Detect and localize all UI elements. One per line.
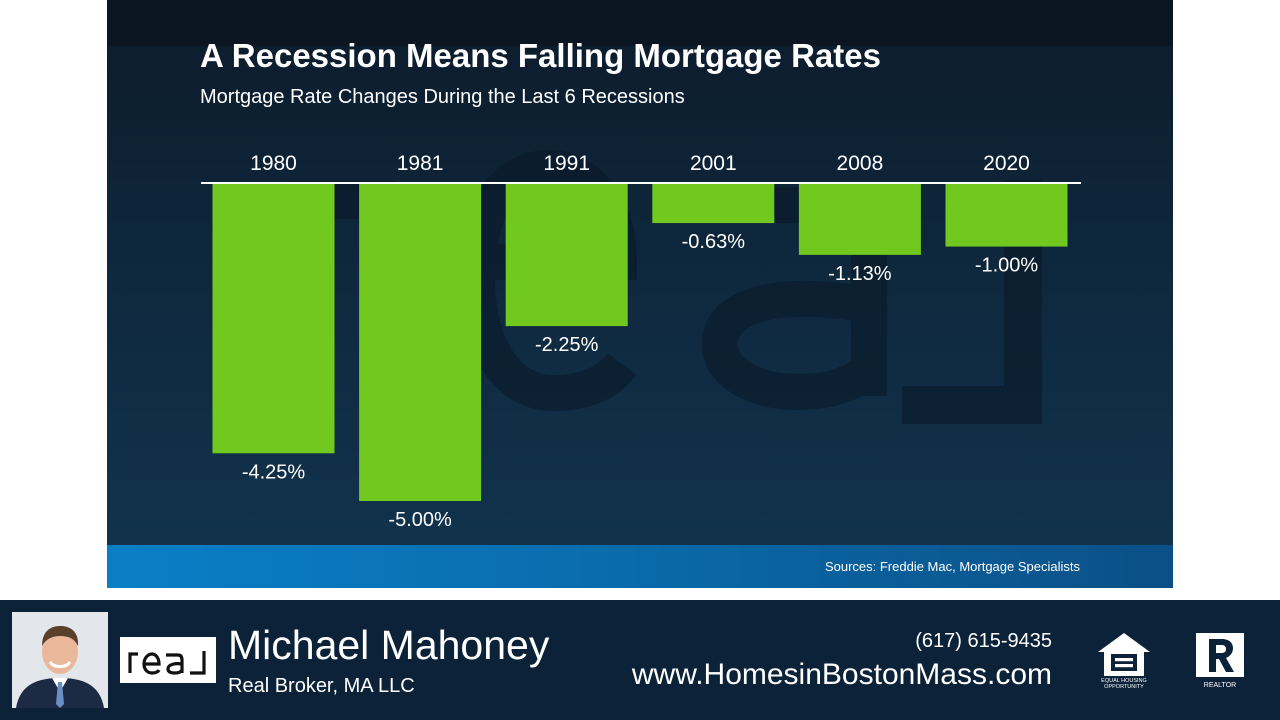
agent-footer: Michael Mahoney Real Broker, MA LLC (617… [0, 600, 1280, 720]
slide-top-band [107, 0, 1173, 46]
data-label-2008: -1.13% [828, 263, 892, 285]
bar-1981 [359, 183, 482, 501]
chart-subtitle: Mortgage Rate Changes During the Last 6 … [200, 86, 685, 108]
bar-2001 [652, 183, 775, 224]
eho-line1: EQUAL HOUSING [1101, 678, 1147, 684]
data-label-1991: -2.25% [535, 334, 599, 356]
data-label-2020: -1.00% [975, 255, 1039, 277]
brokerage-name: Real Broker, MA LLC [228, 675, 415, 697]
category-label-2008: 2008 [837, 152, 884, 175]
equal-housing-icon: EQUAL HOUSING OPPORTUNITY [1098, 633, 1150, 690]
bar-2008 [798, 183, 921, 255]
bar-1980 [212, 183, 335, 454]
realtor-icon: REALTOR [1196, 633, 1244, 689]
real-logo-icon [128, 651, 206, 675]
agent-photo [12, 612, 108, 708]
real-brand-logo [120, 637, 216, 683]
slide: A Recession Means Falling Mortgage Rates… [107, 0, 1173, 588]
agent-portrait-icon [12, 612, 108, 708]
category-label-1991: 1991 [543, 152, 590, 175]
data-label-1980: -4.25% [242, 461, 306, 483]
eho-line2: OPPORTUNITY [1104, 684, 1144, 690]
chart-title: A Recession Means Falling Mortgage Rates [200, 37, 881, 74]
category-label-2001: 2001 [690, 152, 737, 175]
data-label-1981: -5.00% [388, 509, 452, 531]
bar-1991 [505, 183, 628, 327]
agent-name: Michael Mahoney [228, 622, 550, 668]
category-label-2020: 2020 [983, 152, 1030, 175]
slide-bottom-band [107, 545, 1173, 588]
bar-chart: 1980 -4.25% 1981 -5.00% 1991 -2.25% 2001 -0.63%… [201, 152, 1081, 531]
website-link[interactable]: www.HomesinBostonMass.com [631, 658, 1052, 691]
data-label-2001: -0.63% [682, 231, 746, 253]
category-label-1981: 1981 [397, 152, 444, 175]
realtor-label: REALTOR [1204, 682, 1236, 689]
bar-2020 [945, 183, 1068, 247]
phone-number[interactable]: (617) 615-9435 [915, 630, 1052, 652]
category-label-1980: 1980 [250, 152, 297, 175]
sources-note: Sources: Freddie Mac, Mortgage Specialis… [824, 559, 1080, 574]
